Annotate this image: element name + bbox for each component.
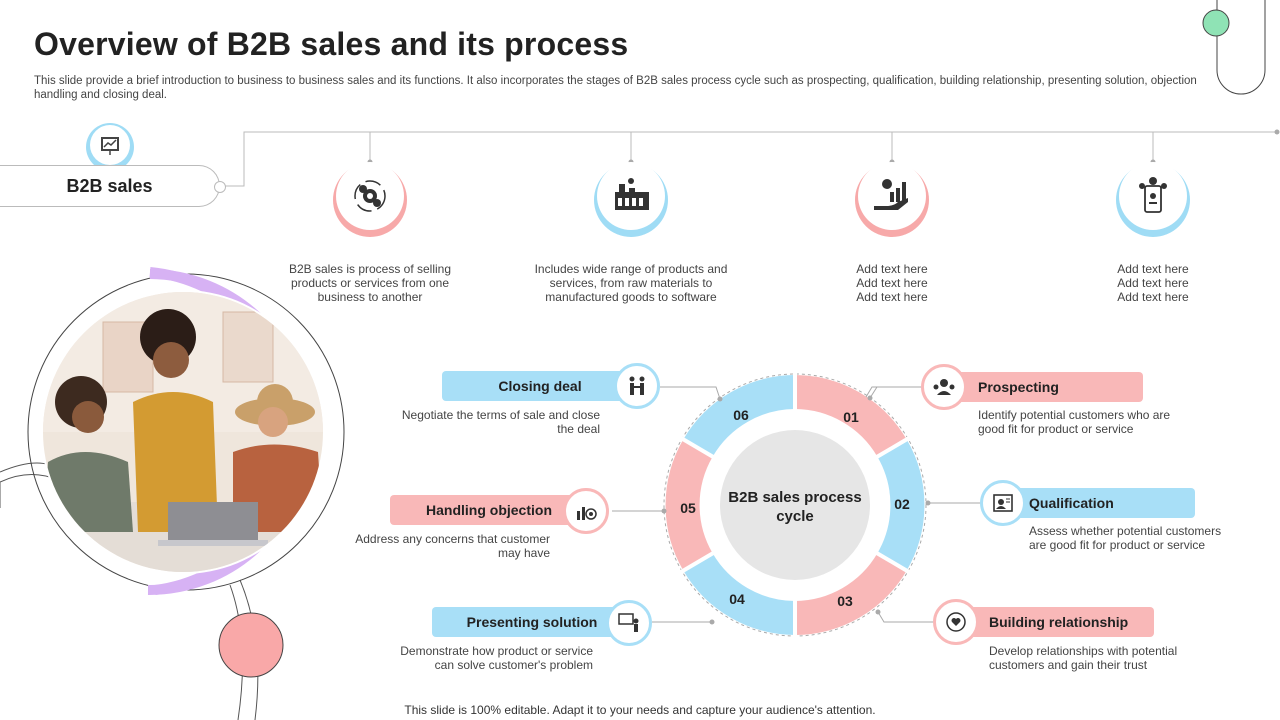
handshake-people-icon xyxy=(629,376,645,395)
prospecting-icon-ring xyxy=(921,364,967,410)
segment-05 xyxy=(665,439,713,571)
stage-prospecting-title: Prospecting xyxy=(978,379,1059,395)
stage-presenting-solution: Presenting solution xyxy=(432,607,632,637)
b2b-item-4 xyxy=(1114,162,1192,240)
relationship-icon-ring xyxy=(933,599,979,645)
b2b-sales-label: B2B sales xyxy=(0,165,220,207)
segment-label-01: 01 xyxy=(843,409,859,425)
segment-04 xyxy=(683,552,796,635)
segment-06 xyxy=(683,375,796,458)
stage-handling-objection-text: Address any concerns that customer may h… xyxy=(355,532,550,560)
page-subtitle: This slide provide a brief introduction … xyxy=(34,75,1197,101)
coral-circle xyxy=(218,612,284,678)
stage-presenting-solution-text: Demonstrate how product or service can s… xyxy=(400,644,593,672)
stage-qualification-text: Assess whether potential customers are g… xyxy=(1029,524,1222,552)
segment-label-04: 04 xyxy=(729,591,745,607)
stage-handling-objection: Handling objection xyxy=(390,495,588,525)
factory-icon xyxy=(615,178,649,210)
qualification-icon-ring xyxy=(980,480,1026,526)
team-heart-icon xyxy=(946,612,966,632)
b2b-item-2 xyxy=(592,162,670,240)
mobile-payment-icon xyxy=(1139,177,1167,213)
stage-presenting-solution-title: Presenting solution xyxy=(466,614,598,630)
closing-icon-ring xyxy=(614,363,660,409)
stage-building-relationship-title: Building relationship xyxy=(989,614,1129,630)
team-photo xyxy=(43,292,323,572)
prospect-search-icon xyxy=(933,379,955,395)
presenter-board-icon xyxy=(618,613,639,632)
segment-label-06: 06 xyxy=(733,407,749,423)
b2b-item-3-text: Add text here Add text here Add text her… xyxy=(856,262,928,304)
segment-label-02: 02 xyxy=(894,496,910,512)
stage-handling-objection-title: Handling objection xyxy=(426,502,552,518)
stage-building-relationship: Building relationship xyxy=(957,607,1154,637)
b2b-icon-ring xyxy=(86,123,134,171)
cycle-center-label: B2B sales process cycle xyxy=(728,489,862,525)
process-cycle-diagram: 01 02 03 04 05 06 xyxy=(663,372,940,638)
b2b-item-3 xyxy=(853,162,931,240)
stage-closing-deal-title: Closing deal xyxy=(498,378,582,394)
mint-circle xyxy=(1202,9,1230,37)
b2b-connector-knob xyxy=(214,181,226,193)
stage-qualification-title: Qualification xyxy=(1029,495,1114,511)
b2b-item-1 xyxy=(331,162,409,240)
segment-01 xyxy=(794,375,907,458)
b2b-item-2-text: Includes wide range of products and serv… xyxy=(534,262,728,304)
segment-label-05: 05 xyxy=(680,500,696,516)
presenting-icon-ring xyxy=(606,600,652,646)
stage-building-relationship-text: Develop relationships with potential cus… xyxy=(989,644,1178,672)
cycle-center xyxy=(720,430,870,580)
id-card-icon xyxy=(993,494,1013,512)
b2b-item-1-text: B2B sales is process of selling products… xyxy=(288,262,452,304)
hand-growth-chart-icon xyxy=(874,179,908,210)
presentation-board-icon xyxy=(101,137,119,155)
page-title: Overview of B2B sales and its process xyxy=(34,26,629,62)
stage-prospecting-text: Identify potential customers who are goo… xyxy=(978,408,1171,436)
b2b-item-4-text: Add text here Add text here Add text her… xyxy=(1117,262,1189,304)
footer-note: This slide is 100% editable. Adapt it to… xyxy=(404,703,876,717)
objection-icon-ring xyxy=(563,488,609,534)
gears-cycle-icon xyxy=(354,180,386,212)
segment-label-03: 03 xyxy=(837,593,853,609)
stage-closing-deal: Closing deal xyxy=(442,371,638,401)
stage-qualification: Qualification xyxy=(1005,488,1195,518)
stage-closing-deal-text: Negotiate the terms of sale and close th… xyxy=(401,408,600,436)
segment-03 xyxy=(794,552,907,635)
stage-prospecting: Prospecting xyxy=(945,372,1143,402)
target-chart-icon xyxy=(577,507,597,520)
segment-02 xyxy=(877,439,925,571)
